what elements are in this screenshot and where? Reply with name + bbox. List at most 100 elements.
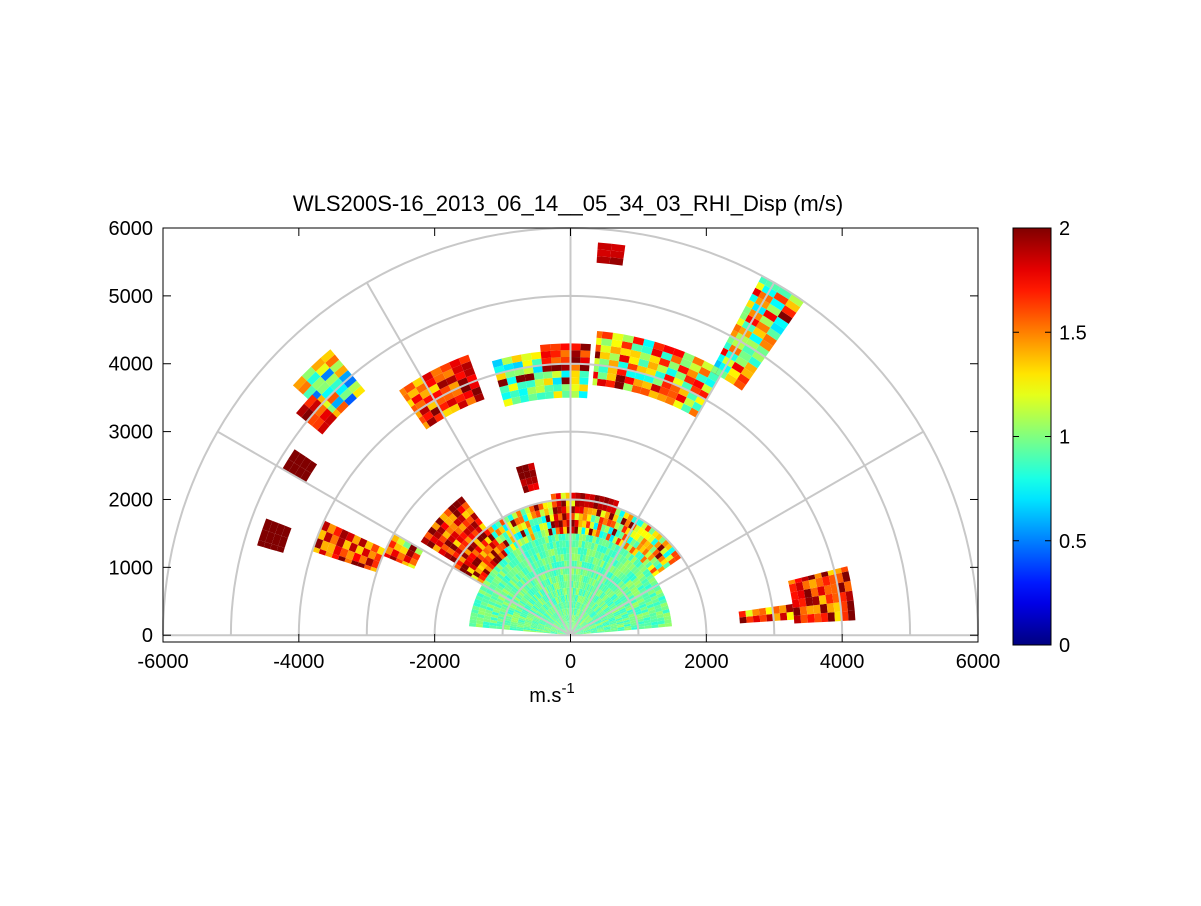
data-cell xyxy=(536,386,545,394)
data-cell xyxy=(846,591,854,602)
data-cell xyxy=(562,391,571,398)
data-cell xyxy=(580,350,590,357)
x-tick-label: 6000 xyxy=(956,651,1001,673)
data-cell xyxy=(593,372,598,379)
data-cell xyxy=(571,343,581,350)
y-tick-label: 1000 xyxy=(109,557,154,579)
data-cell xyxy=(786,604,794,613)
data-cell xyxy=(562,513,567,520)
data-cell xyxy=(531,352,542,360)
data-cell xyxy=(574,527,578,534)
elevation-spoke xyxy=(367,283,571,636)
data-cell xyxy=(595,351,601,358)
data-cell xyxy=(540,344,551,352)
data-cell xyxy=(580,371,590,378)
data-cell xyxy=(800,606,808,615)
x-tick-label: -6000 xyxy=(137,651,188,673)
data-cell xyxy=(579,384,588,391)
data-cell xyxy=(526,380,536,388)
data-cell xyxy=(527,387,537,395)
data-cell xyxy=(562,384,571,391)
data-cell xyxy=(558,513,563,520)
data-cell xyxy=(553,384,562,391)
data-cell xyxy=(551,350,561,357)
data-cell xyxy=(544,385,553,393)
data-cell xyxy=(571,384,580,391)
data-cell xyxy=(806,605,814,614)
y-tick-label: 6000 xyxy=(109,218,154,240)
data-cell xyxy=(544,378,554,386)
data-cell xyxy=(562,377,571,384)
x-axis-label: m.s-1 xyxy=(529,680,575,707)
data-cell xyxy=(537,392,546,400)
data-cell xyxy=(572,540,576,547)
data-cell xyxy=(535,379,545,387)
data-cell xyxy=(828,612,835,622)
data-cell xyxy=(746,616,753,623)
data-cell xyxy=(820,604,828,614)
data-cell xyxy=(553,378,562,385)
colorbar-tick-label: 2 xyxy=(1059,218,1070,240)
data-cell xyxy=(534,372,544,380)
data-cell xyxy=(566,554,569,561)
data-cell xyxy=(739,617,746,624)
colorbar-tick-label: 0 xyxy=(1059,635,1070,657)
data-cell xyxy=(807,614,814,623)
x-axis-label-text: m.s xyxy=(529,685,561,707)
x-tick-label: -4000 xyxy=(273,651,324,673)
data-cell xyxy=(847,601,855,612)
data-cell xyxy=(579,391,588,398)
y-tick-label: 0 xyxy=(142,625,153,647)
y-tick-label: 5000 xyxy=(109,286,154,308)
data-cell xyxy=(805,597,813,606)
data-cell xyxy=(541,351,551,359)
data-cell xyxy=(827,603,835,613)
data-cell xyxy=(602,332,613,340)
data-cell xyxy=(571,371,580,378)
data-cell xyxy=(525,373,535,381)
data-cell xyxy=(545,392,554,400)
data-cell xyxy=(799,598,807,607)
data-cell xyxy=(579,378,588,385)
data-cell xyxy=(528,393,537,401)
data-cell xyxy=(560,343,570,350)
data-cell xyxy=(779,605,787,613)
data-cell xyxy=(597,249,611,257)
data-cell xyxy=(814,613,821,622)
y-tick-label: 2000 xyxy=(109,489,154,511)
data-cell xyxy=(568,581,570,588)
y-tick-label: 4000 xyxy=(109,354,154,376)
data-cell xyxy=(562,520,566,527)
data-cell xyxy=(576,534,580,541)
data-cell xyxy=(572,554,575,561)
data-cell xyxy=(848,610,856,620)
x-tick-label: -2000 xyxy=(409,651,460,673)
y-tick-label: 3000 xyxy=(109,422,154,444)
chart-title: WLS200S-16_2013_06_14__05_34_03_RHI_Disp… xyxy=(293,191,843,216)
data-cell xyxy=(794,615,801,623)
polar-grid xyxy=(163,228,978,635)
data-cell xyxy=(791,591,799,600)
data-cell xyxy=(571,350,581,357)
data-cell xyxy=(598,372,608,380)
data-cell xyxy=(575,506,580,513)
data-cell xyxy=(787,612,795,620)
data-cell xyxy=(572,533,576,540)
data-cell xyxy=(606,373,616,381)
data-cell xyxy=(562,540,566,547)
data-cell xyxy=(792,599,800,608)
data-cell xyxy=(592,378,597,385)
data-cell xyxy=(596,338,602,345)
data-cell xyxy=(813,605,821,614)
data-cell xyxy=(581,344,591,351)
data-cell xyxy=(571,391,580,398)
data-cell xyxy=(739,611,747,618)
data-cell xyxy=(598,243,612,251)
x-axis-label-exponent: -1 xyxy=(561,680,574,697)
data-cell xyxy=(566,547,569,554)
data-cell xyxy=(606,380,616,388)
data-cell xyxy=(819,595,827,605)
data-cell xyxy=(561,350,571,357)
data-cell xyxy=(601,338,612,346)
